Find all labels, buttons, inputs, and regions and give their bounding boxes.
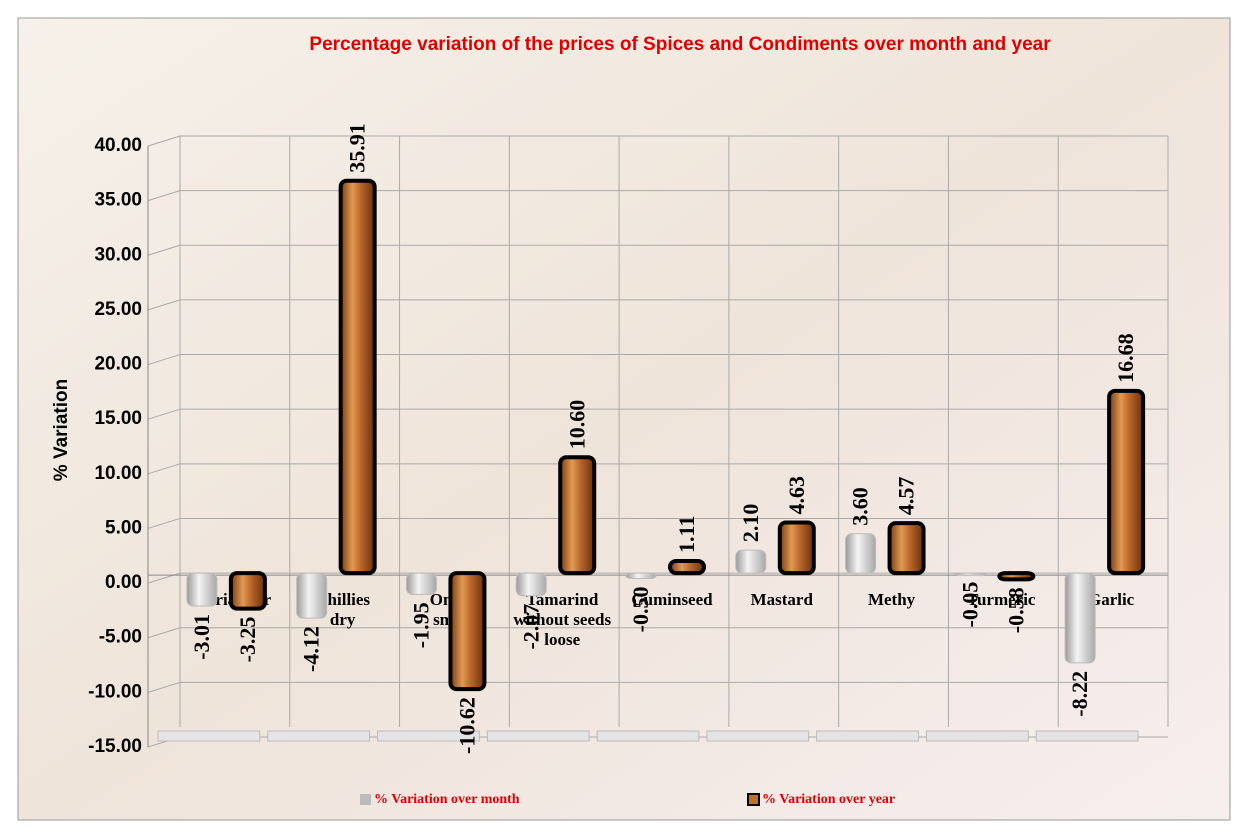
tick-mark (147, 135, 181, 147)
value-label: 2.10 (738, 504, 763, 543)
value-label: -3.01 (189, 614, 214, 660)
value-label: -0.50 (628, 587, 653, 633)
tick-mark (147, 354, 181, 366)
value-label: 4.57 (894, 477, 919, 516)
bar (887, 521, 926, 576)
bar (228, 571, 267, 611)
bar (668, 558, 706, 576)
bar (186, 572, 218, 607)
value-label: 1.11 (674, 516, 699, 553)
floor-tile (486, 730, 590, 742)
floor-tile (596, 730, 700, 742)
bar (777, 520, 816, 576)
y-tick-label: -15.00 (88, 736, 142, 757)
x-tick-label: Mastard (751, 590, 814, 609)
floor-tile (925, 730, 1029, 742)
legend-swatch (747, 793, 760, 806)
bar (1064, 572, 1096, 664)
tick-mark (147, 517, 181, 529)
bar (1107, 388, 1146, 576)
bar (997, 571, 1036, 582)
floor-tile (1035, 730, 1139, 742)
x-tick-label: Turmeric (967, 590, 1036, 609)
value-label: -2.07 (518, 604, 543, 650)
y-axis-label: % Variation (51, 379, 72, 481)
legend-swatch (360, 794, 371, 805)
legend-label: % Variation over month (374, 792, 520, 807)
bar (558, 455, 597, 576)
value-label: -1.95 (408, 602, 433, 648)
x-tick-label: Garlic (1088, 590, 1135, 609)
bar (338, 178, 377, 576)
y-tick-label: 20.00 (94, 354, 142, 375)
y-tick-label: 15.00 (94, 408, 142, 429)
floor-tile (377, 730, 480, 742)
legend-label: % Variation over year (762, 792, 895, 807)
y-tick-label: 25.00 (94, 299, 142, 320)
bar (296, 572, 328, 619)
tick-mark (147, 190, 181, 202)
chart-title: Percentage variation of the prices of Sp… (309, 34, 1051, 55)
bar (405, 572, 437, 595)
value-label: -3.25 (235, 617, 260, 663)
y-tick-label: 35.00 (94, 190, 142, 211)
value-label: 10.60 (564, 400, 589, 450)
floor-tile (157, 730, 261, 742)
x-tick-label: Chillies dry (315, 590, 370, 629)
y-tick-label: 40.00 (94, 135, 142, 156)
chart-frame (17, 17, 1231, 821)
value-label: -10.62 (454, 697, 479, 754)
y-tick-label: -5.00 (99, 627, 142, 648)
bar (845, 533, 877, 574)
bar (625, 572, 657, 580)
tick-mark (147, 463, 181, 475)
floor-tile (816, 730, 919, 742)
value-label: -8.22 (1067, 671, 1092, 717)
value-label: 35.91 (345, 123, 370, 173)
value-label: -4.12 (299, 626, 324, 672)
bar (448, 571, 487, 692)
tick-mark (147, 408, 181, 420)
x-tick-label: Cuminseed (631, 590, 713, 609)
floor-tile (267, 730, 371, 742)
value-label: 16.68 (1113, 333, 1138, 383)
y-tick-label: 30.00 (94, 244, 142, 265)
y-tick-label: 5.00 (105, 517, 142, 538)
value-label: 4.63 (784, 476, 809, 515)
y-tick-label: -10.00 (88, 681, 142, 702)
bar (735, 549, 767, 574)
bar (954, 572, 986, 576)
x-tick-label: Methy (868, 590, 916, 609)
tick-mark (147, 299, 181, 311)
y-tick-label: 0.00 (105, 572, 142, 593)
value-label: -0.58 (1003, 587, 1028, 633)
bar (515, 572, 547, 597)
value-label: -0.05 (957, 582, 982, 628)
y-tick-label: 10.00 (94, 463, 142, 484)
tick-mark (147, 681, 181, 693)
floor-tile (706, 730, 810, 742)
tick-mark (147, 244, 181, 256)
tick-mark (147, 627, 181, 639)
value-label: 3.60 (848, 487, 873, 526)
